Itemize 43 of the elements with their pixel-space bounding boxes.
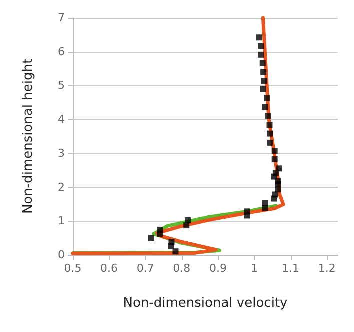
point [172, 248, 179, 255]
x-tick-label: 0.6 [100, 262, 118, 275]
y-tick-label: 1 [58, 214, 65, 228]
x-tick-label: 0.9 [209, 262, 227, 275]
point [256, 34, 262, 41]
point [185, 217, 192, 224]
point [258, 43, 264, 50]
point [262, 104, 268, 110]
point [258, 52, 264, 58]
point [272, 148, 278, 154]
point [260, 69, 267, 76]
point [260, 60, 266, 66]
y-tick-label: 4 [58, 113, 65, 126]
point [262, 205, 268, 212]
point [157, 226, 164, 233]
point [168, 239, 175, 246]
point [267, 140, 274, 146]
y-tick-label: 6 [58, 45, 65, 58]
point [276, 166, 282, 172]
y-tick-label: 0 [58, 248, 65, 262]
point [262, 200, 268, 206]
point [267, 130, 274, 137]
x-tick-label: 0.8 [173, 262, 191, 275]
y-tick-label: 5 [58, 79, 65, 92]
point [266, 122, 273, 128]
point [272, 192, 278, 198]
y-tick-label: 3 [58, 146, 65, 160]
x-tick-label: 1.1 [282, 262, 300, 275]
x-tick-label: 1.2 [318, 262, 336, 275]
point [261, 78, 268, 84]
x-tick-label: 0.7 [136, 262, 154, 275]
x-tick-label: 0.5 [64, 262, 82, 275]
y-tick-label: 2 [58, 180, 65, 194]
x-axis-title: Non-dimensional velocity [123, 296, 288, 311]
point [244, 208, 250, 215]
point [272, 156, 278, 163]
point [260, 86, 266, 92]
x-tick-label: 1 [251, 262, 258, 275]
point [264, 95, 270, 102]
y-tick-label: 7 [58, 12, 65, 24]
point [148, 235, 154, 242]
y-axis-title: Non-dimensional height [21, 58, 36, 214]
point [265, 113, 272, 120]
